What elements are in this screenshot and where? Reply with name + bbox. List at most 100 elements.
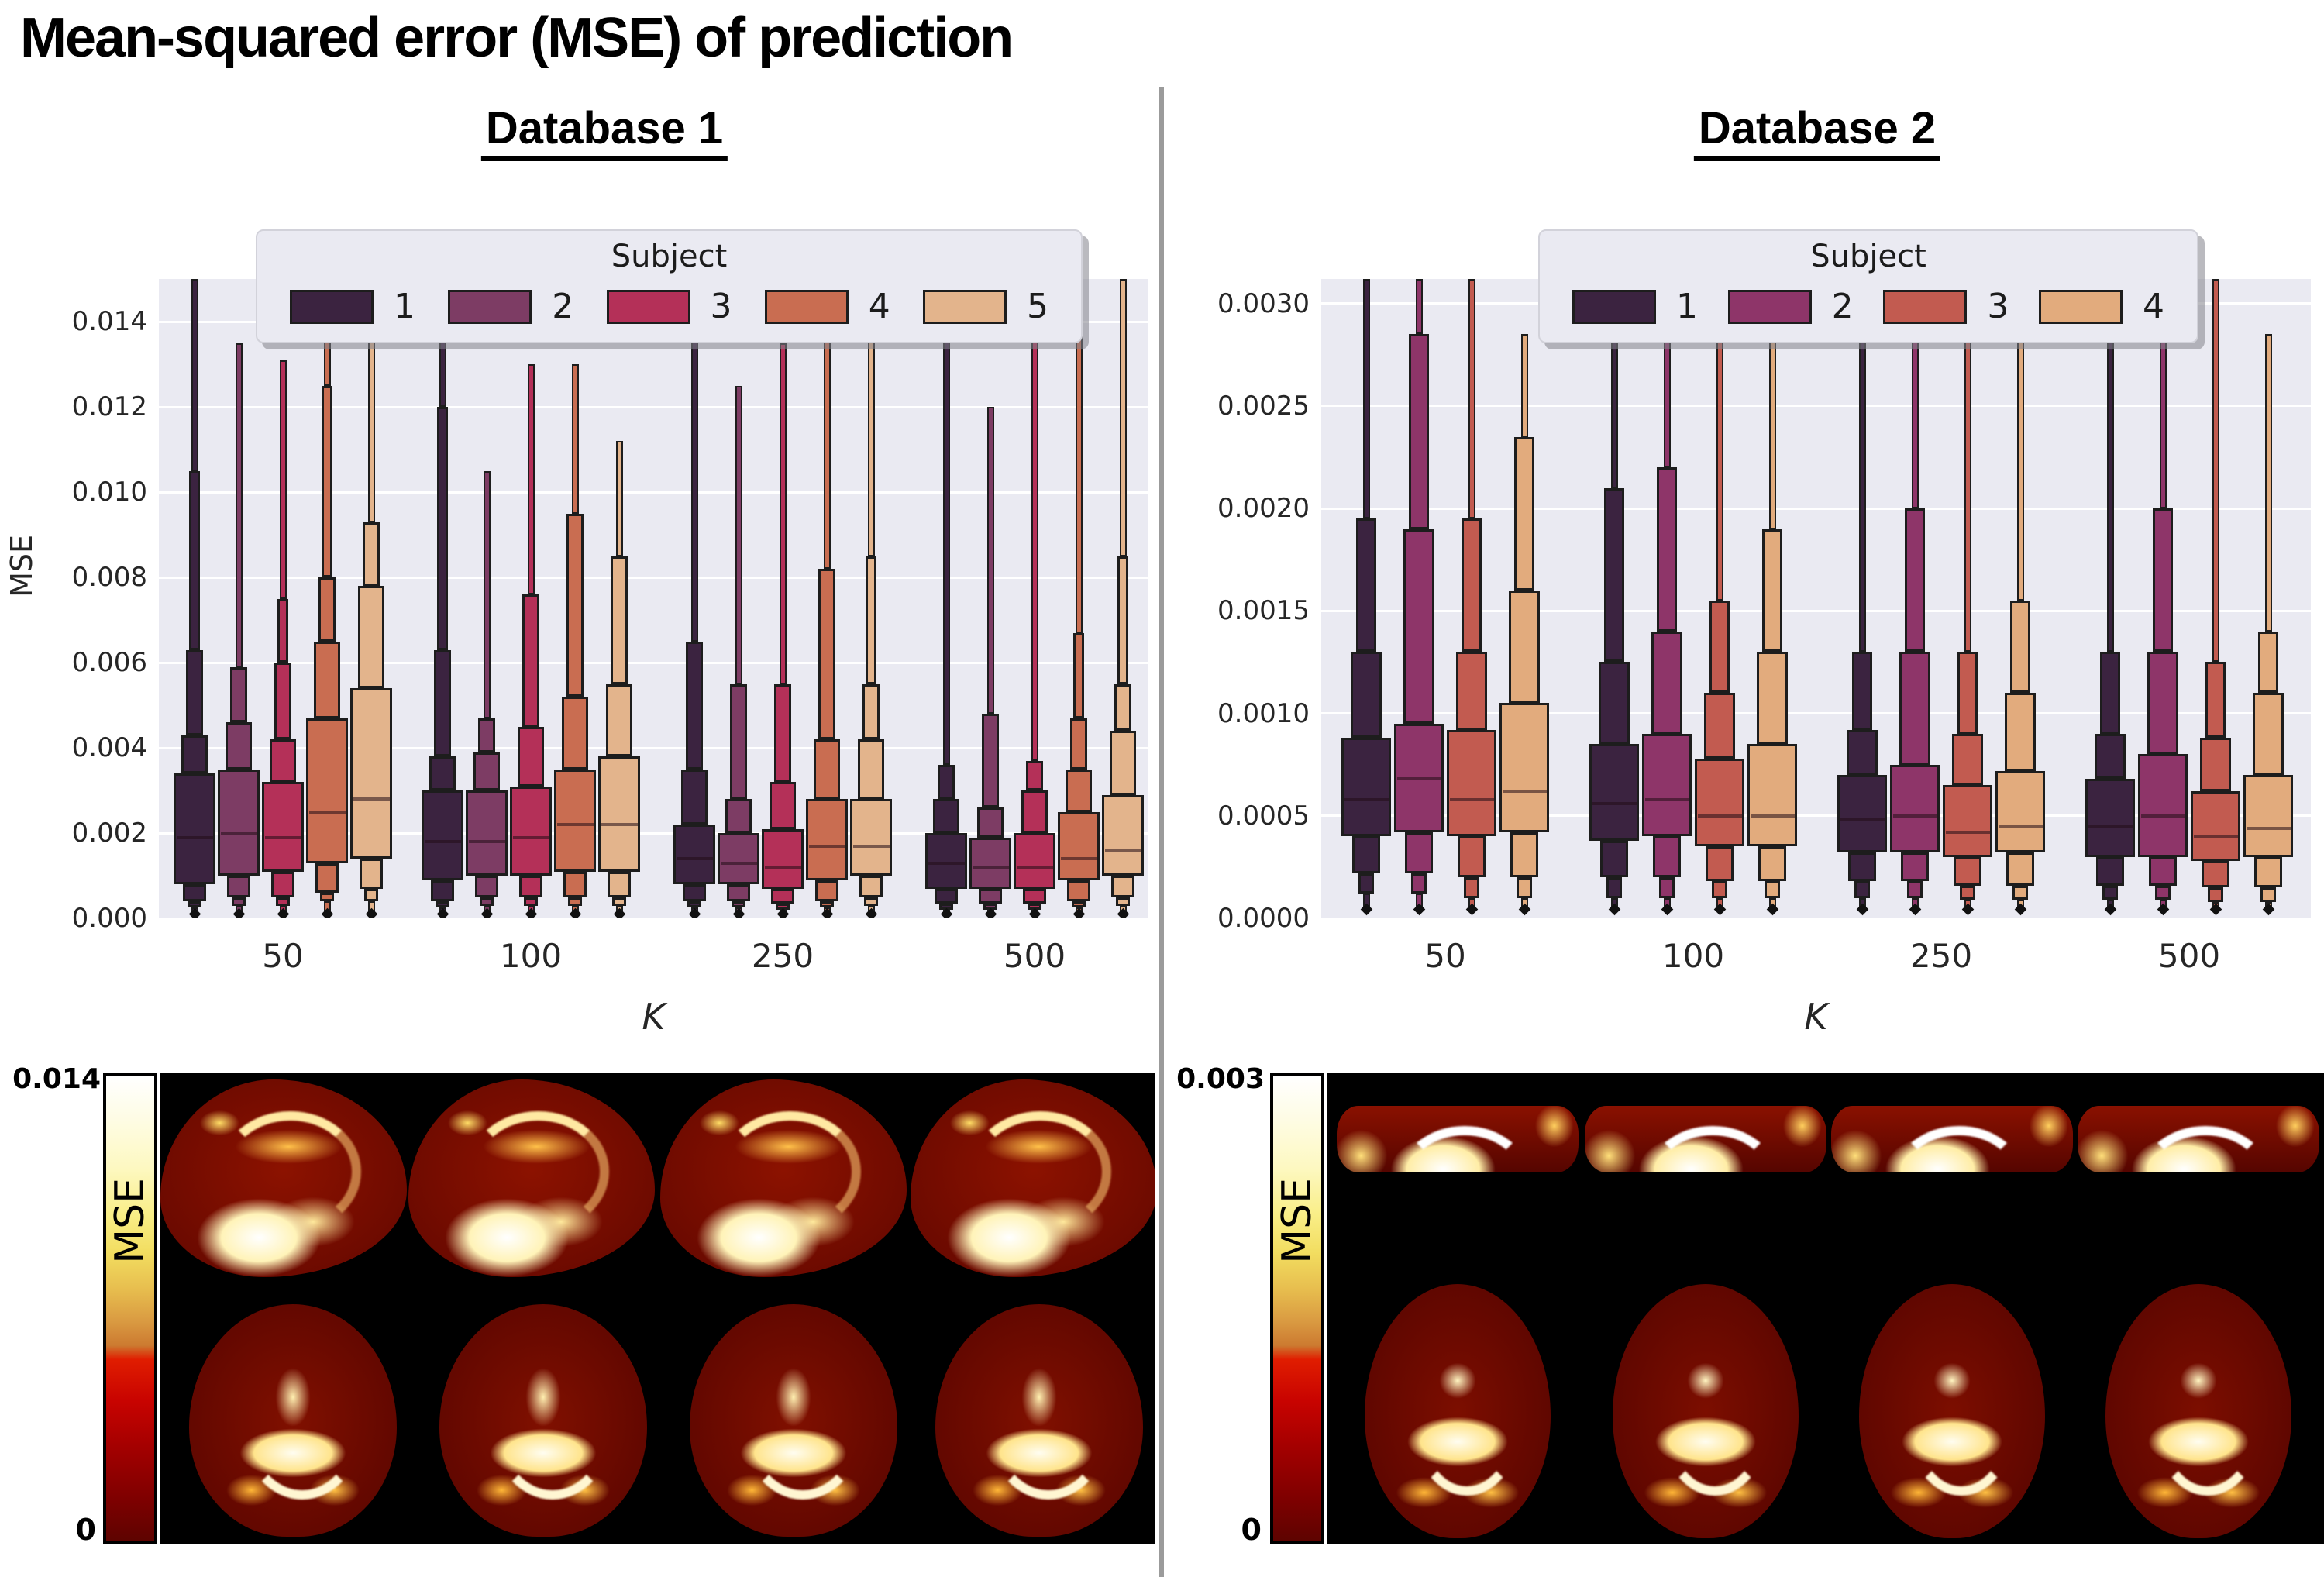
median-line: [1697, 814, 1742, 818]
median-line: [264, 835, 301, 839]
boxen-box: [1711, 881, 1728, 898]
brain-bright-arc: [969, 1110, 1112, 1233]
boxen-box: [1355, 518, 1377, 652]
boxen-box: [1959, 885, 1976, 900]
legend-swatch: [448, 289, 532, 324]
brain-image-axial-tall: [1365, 1284, 1551, 1538]
boxen-box: [673, 825, 715, 884]
median-line: [512, 835, 549, 839]
median-line: [764, 866, 801, 869]
db1-heading: Database 1: [480, 102, 728, 161]
boxen-box: [262, 782, 304, 872]
boxen-box: [814, 739, 840, 799]
boxen-box: [1901, 852, 1929, 882]
boxen-box: [1072, 901, 1086, 908]
boxen-box: [685, 641, 704, 770]
db2-colorbar: [1270, 1073, 1324, 1544]
median-line: [928, 861, 965, 865]
boxen-box: [1117, 556, 1129, 684]
boxen-box: [815, 880, 838, 901]
boxen-box: [227, 876, 250, 897]
legend-label: 3: [1987, 287, 2009, 326]
y-tick-label: 0.014: [71, 306, 147, 337]
boxen-box: [519, 876, 542, 897]
median-line: [972, 866, 1009, 869]
boxen-box: [1403, 529, 1434, 724]
legend-swatch: [923, 289, 1007, 324]
legend-swatch: [1883, 289, 1968, 324]
boxen-box: [2191, 791, 2240, 861]
boxen-box: [2006, 852, 2034, 886]
boxen-box: [681, 769, 708, 825]
boxen-box: [2205, 662, 2226, 739]
median-line: [424, 840, 461, 843]
boxen-box: [562, 697, 588, 770]
boxen-box: [466, 790, 508, 876]
median-line: [1344, 797, 1389, 801]
boxen-box: [1499, 703, 1549, 832]
boxen-box: [1463, 877, 1480, 898]
boxen-box: [1747, 744, 1797, 847]
boxen-box: [1904, 508, 1926, 652]
y-tick-label: 0.006: [71, 647, 147, 678]
x-tick-label: 100: [1661, 937, 1725, 975]
db1-brain-image-panel: [160, 1073, 1155, 1544]
boxen-box: [566, 513, 584, 697]
boxen-box: [350, 688, 392, 859]
boxen-box: [524, 897, 538, 906]
median-line: [1892, 814, 1937, 818]
median-line: [2088, 825, 2133, 828]
boxen-box: [1943, 785, 1992, 857]
boxen-box: [779, 343, 787, 684]
boxen-box: [2012, 885, 2029, 900]
boxen-box: [1761, 529, 1783, 652]
db1-boxenplot: [159, 279, 1148, 918]
boxen-box: [358, 586, 384, 688]
boxen-box: [1851, 652, 1873, 730]
brain-image-sagittal: [408, 1079, 655, 1277]
boxen-box: [522, 594, 540, 727]
boxen-box: [183, 884, 206, 901]
boxen-box: [318, 577, 336, 642]
boxen-box: [773, 683, 792, 782]
boxen-box: [1704, 693, 1735, 759]
boxen-box: [1025, 760, 1044, 790]
boxen-box: [1890, 764, 1940, 853]
boxen-box: [431, 880, 454, 901]
boxen-box: [1606, 877, 1623, 898]
boxen-box: [1066, 769, 1092, 812]
median-line: [2140, 814, 2185, 818]
boxen-box: [615, 441, 623, 556]
boxen-box: [277, 598, 289, 663]
legend-title: Subject: [611, 239, 728, 274]
boxen-box: [1603, 487, 1625, 663]
boxen-box: [306, 718, 348, 863]
boxen-box: [1995, 770, 2045, 853]
legend-item: 5: [923, 287, 1048, 326]
boxen-box: [2149, 856, 2177, 886]
boxen-box: [1513, 436, 1535, 591]
y-tick-label: 0.004: [71, 732, 147, 763]
boxen-box: [1709, 601, 1730, 694]
boxen-box: [606, 683, 632, 756]
gridline: [159, 576, 1148, 579]
db2-boxenplot: [1321, 279, 2311, 918]
brain-bright-arc: [493, 1365, 612, 1500]
db2-brain-image-panel: [1327, 1073, 2324, 1544]
boxen-box: [554, 769, 596, 872]
median-line: [308, 810, 346, 814]
boxen-box: [1023, 888, 1046, 904]
legend-label: 4: [868, 287, 890, 326]
boxen-box: [1456, 652, 1487, 730]
boxen-box: [1341, 738, 1391, 837]
boxen-box: [820, 901, 834, 908]
median-line: [1644, 797, 1689, 801]
boxen-box: [510, 786, 552, 876]
boxen-box: [1461, 518, 1482, 652]
brain-bright-arc: [719, 1110, 862, 1233]
db2-colorbar-axis-label: MSE: [1274, 1178, 1320, 1264]
boxen-box: [771, 888, 794, 904]
median-line: [1998, 825, 2043, 828]
boxen-box: [1589, 744, 1639, 841]
boxen-box: [2147, 652, 2178, 755]
